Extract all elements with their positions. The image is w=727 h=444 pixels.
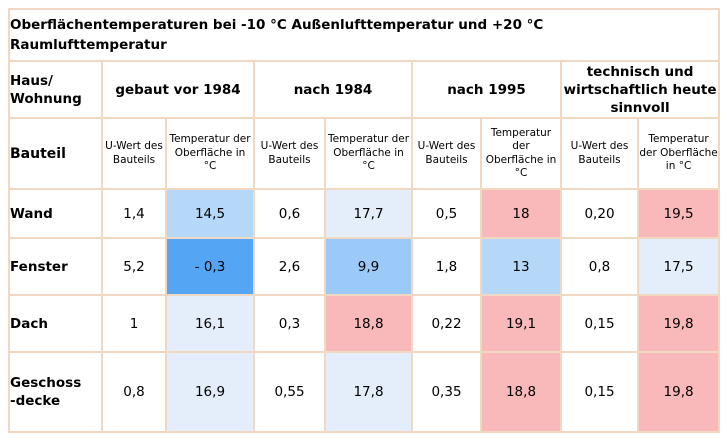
row-label-dach: Dach — [8, 294, 103, 353]
header-group-nach-1984: nach 1984 — [253, 60, 413, 119]
temperatur-cell: 19,1 — [480, 294, 562, 353]
row-label-wand: Wand — [8, 188, 103, 239]
u-wert-cell: 0,5 — [411, 188, 482, 239]
u-wert-cell: 0,20 — [560, 188, 639, 239]
row-label-geschossdecke: Geschoss -decke — [8, 351, 103, 433]
row-label-fenster: Fenster — [8, 237, 103, 296]
temperatur-cell: 17,5 — [636, 237, 721, 296]
subheader-temperatur: Temperatur der Oberfläche in °C — [480, 117, 562, 190]
temperatur-cell: 18,8 — [480, 351, 562, 433]
u-wert-cell: 2,6 — [253, 237, 326, 296]
u-wert-cell: 1 — [101, 294, 167, 353]
temperatur-cell: - 0,3 — [165, 237, 255, 296]
temperatur-cell: 19,5 — [636, 188, 721, 239]
u-wert-cell: 1,4 — [101, 188, 167, 239]
subheader-temperatur: Temperatur der Oberfläche in °C — [324, 117, 413, 190]
temperatur-cell: 19,8 — [636, 294, 721, 353]
u-wert-cell: 0,15 — [560, 351, 639, 433]
header-bauteil: Bauteil — [8, 117, 103, 190]
subheader-u-wert: U-Wert des Bauteils — [253, 117, 326, 190]
temperatur-cell: 16,9 — [165, 351, 255, 433]
subheader-u-wert: U-Wert des Bauteils — [560, 117, 639, 190]
header-group-sinnvoll: technisch und wirtschaftlich heute sinnv… — [559, 60, 721, 119]
header-group-vor-1984: gebaut vor 1984 — [101, 60, 255, 119]
u-wert-cell: 0,35 — [411, 351, 482, 433]
u-wert-cell: 0,15 — [560, 294, 639, 353]
table-row-dach: Dach 1 16,1 0,3 18,8 0,22 19,1 0,15 19,8 — [8, 294, 721, 353]
temperatur-cell: 18 — [480, 188, 562, 239]
table-row-wand: Wand 1,4 14,5 0,6 17,7 0,5 18 0,20 19,5 — [8, 188, 721, 239]
table-row-fenster: Fenster 5,2 - 0,3 2,6 9,9 1,8 13 0,8 17,… — [8, 237, 721, 296]
subheader-temperatur: Temperatur der Oberfläche in °C — [165, 117, 255, 190]
header-group-nach-1995: nach 1995 — [411, 60, 562, 119]
table-row-geschossdecke: Geschoss -decke 0,8 16,9 0,55 17,8 0,35 … — [8, 351, 721, 433]
header-haus-wohnung: Haus/ Wohnung — [8, 60, 103, 119]
temperatur-cell: 16,1 — [165, 294, 255, 353]
temperatur-cell: 18,8 — [324, 294, 413, 353]
temperature-table: Oberflächentemperaturen bei -10 °C Außen… — [7, 8, 721, 433]
u-wert-cell: 0,3 — [253, 294, 326, 353]
temperatur-cell: 17,8 — [324, 351, 413, 433]
u-wert-cell: 5,2 — [101, 237, 167, 296]
u-wert-cell: 0,22 — [411, 294, 482, 353]
u-wert-cell: 0,8 — [560, 237, 639, 296]
u-wert-cell: 0,55 — [253, 351, 326, 433]
u-wert-cell: 1,8 — [411, 237, 482, 296]
temperatur-cell: 17,7 — [324, 188, 413, 239]
subheader-u-wert: U-Wert des Bauteils — [101, 117, 167, 190]
subheader-temperatur: Temperatur der Oberfläche in °C — [636, 117, 721, 190]
temperatur-cell: 9,9 — [324, 237, 413, 296]
temperatur-cell: 13 — [480, 237, 562, 296]
table-title: Oberflächentemperaturen bei -10 °C Außen… — [7, 8, 721, 62]
u-wert-cell: 0,6 — [253, 188, 326, 239]
u-wert-cell: 0,8 — [101, 351, 167, 433]
subheader-u-wert: U-Wert des Bauteils — [411, 117, 482, 190]
temperatur-cell: 19,8 — [636, 351, 721, 433]
temperatur-cell: 14,5 — [165, 188, 255, 239]
